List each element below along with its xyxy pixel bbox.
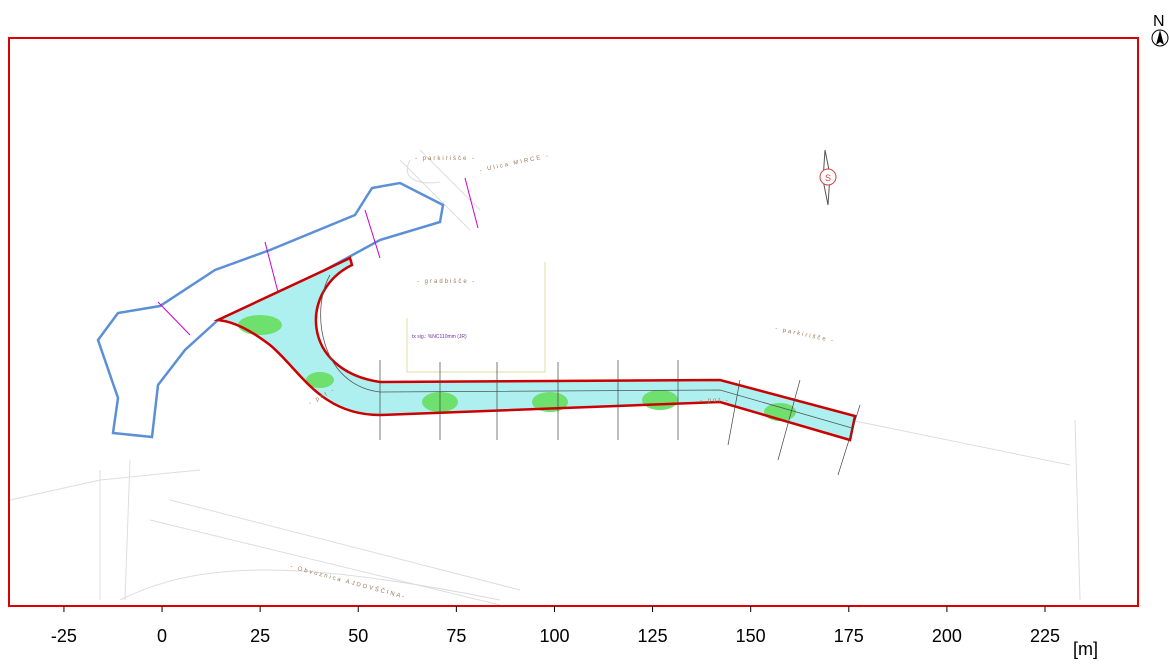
road-label: - Obvoznica AJDOVŠČINA- <box>289 563 406 601</box>
note: tx sig.: %NC110mm (JR) <box>412 334 467 340</box>
x-tick-label: 225 <box>1030 626 1060 646</box>
x-tick-label: -25 <box>51 626 77 646</box>
background-lines <box>10 150 1080 605</box>
parking-label: - parkirišče - <box>415 156 476 162</box>
x-tick-label: 150 <box>736 626 766 646</box>
map: - Ulica MIRCE - - parkirišče - - parkiri… <box>0 0 1169 659</box>
compass-label: S <box>825 173 831 183</box>
street-label: - Ulica MIRCE - <box>479 153 550 174</box>
x-tick-label: 200 <box>932 626 962 646</box>
north-arrow: N <box>1152 13 1168 46</box>
north-label: N <box>1153 13 1165 30</box>
path-label: - pot - <box>700 398 730 404</box>
x-tick-label: 175 <box>834 626 864 646</box>
scale-unit: [m] <box>1073 639 1098 659</box>
frame <box>9 38 1138 606</box>
x-tick-label: 50 <box>348 626 368 646</box>
x-tick-label: 125 <box>638 626 668 646</box>
site-label: - gradbišče - <box>417 279 476 285</box>
compass: S <box>820 150 836 205</box>
x-tick-label: 25 <box>250 626 270 646</box>
x-tick-label: 0 <box>157 626 167 646</box>
parking-label: - parkirišče - <box>775 326 836 345</box>
x-tick-label: 100 <box>539 626 569 646</box>
x-tick-label: 75 <box>446 626 466 646</box>
markers <box>158 178 478 335</box>
